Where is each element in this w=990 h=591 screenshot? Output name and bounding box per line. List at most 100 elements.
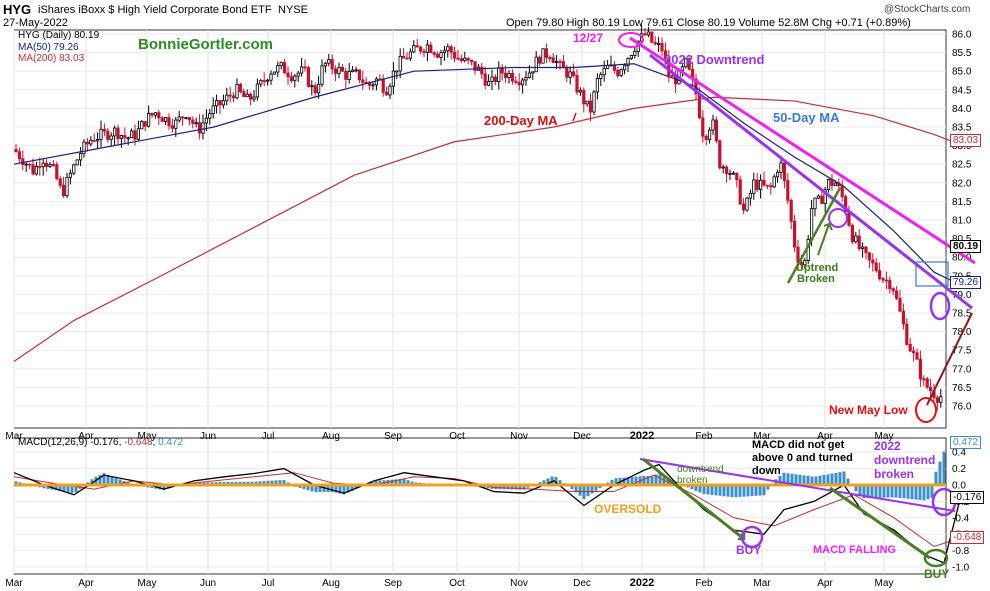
candle-body [701,117,705,137]
candle-body [507,72,511,78]
macd-histogram-bar [166,485,170,489]
annotation-buy-2: BUY [924,567,950,581]
macd-histogram-bar [102,473,106,485]
candle-body [697,93,702,119]
macd-histogram-bar [642,475,646,485]
candle-body [524,77,528,81]
candle-body [82,141,86,154]
x-tick-label-bottom: Mar [5,578,23,589]
price-y-tick-label: 78.5 [952,309,972,320]
candle-body [316,83,321,94]
candle-body [398,55,402,72]
macd-histogram-bar [806,475,810,485]
candle-body [881,278,885,281]
macd-histogram-bar [730,485,734,498]
macd-dt-line1: 2022 [874,439,901,453]
macd-histogram-bar [762,485,766,496]
macd-histogram-bar [790,473,794,485]
candle-body [667,57,671,76]
macd-histogram-bar [846,478,850,485]
macd-legend-v2: -0.648 [124,437,153,448]
candle-body [456,57,460,60]
annotation-broken: Broken [797,273,835,285]
candle-body [170,125,174,129]
x-tick-label-top: Sep [384,431,402,442]
candle-body [174,119,178,129]
candle-body [772,176,776,188]
x-tick-label-bottom: Oct [449,578,465,589]
price-y-tick-label: 80.5 [952,234,972,245]
candle-body [31,164,35,175]
macd-histogram-bar [546,478,550,485]
x-tick-label-bottom: May [875,578,894,589]
price-y-tick-label: 81.5 [952,197,972,208]
candle-body [765,184,770,187]
macd-histogram-bar [826,474,830,485]
macd-histogram-bar [890,485,894,498]
macd-histogram-bar [858,485,862,495]
macd-histogram-bar [558,480,562,485]
candle-body [296,72,300,77]
macd-histogram-bar [786,473,790,485]
x-tick-label-bottom: Apr [78,578,94,589]
macd-histogram-bar [698,485,702,493]
macd-histogram-bar [322,485,326,493]
candle-body [646,31,651,36]
candle-body [895,290,899,299]
candle-body [235,83,239,99]
candle-body [796,246,800,263]
macd-histogram-bar [746,485,750,497]
macd-legend-v3: 0.472 [158,437,184,448]
candle-body [793,220,797,248]
macd-histogram-bar [242,481,246,485]
candle-body [599,74,603,79]
macd-histogram-bar [878,485,882,498]
candle-body [89,139,93,145]
candle-body [85,141,89,145]
macd-histogram-bar [74,485,78,493]
macd-histogram-bar [690,485,694,490]
macd-histogram-bar [58,485,62,492]
price-badge: 80.19 [950,240,982,253]
macd-histogram-bar [62,485,66,492]
price-y-tick-label: 84.0 [952,104,972,115]
macd-histogram-bar [346,485,350,493]
x-tick-label-top: Feb [695,431,713,442]
candle-body [109,135,113,140]
candle-body [857,235,861,249]
macd-histogram-bar [554,477,558,485]
macd-histogram-bar [802,475,806,485]
candle-body [643,33,647,36]
candle-body [595,78,600,93]
candle-body [361,79,365,83]
macd-dt-line2: downtrend [874,453,936,467]
candle-body [718,140,722,169]
candle-body [629,55,634,59]
macd-histogram-bar [398,479,402,485]
candle-body [106,130,110,140]
candle-body [102,128,106,132]
macd-histogram-bar [594,485,598,491]
macd-histogram-bar [578,485,582,496]
candle-body [452,51,457,59]
candle-body [480,66,484,75]
macd-panel [13,451,961,564]
macd-histogram-bar [870,485,874,498]
x-tick-label-bottom: 2022 [630,577,654,589]
macd-histogram-bar [42,485,46,489]
x-tick-label-top: Mar [5,431,23,442]
macd-histogram-bar [518,485,522,490]
candle-body [439,52,443,58]
candle-body [371,84,375,87]
symbol-label: HYG [3,2,32,17]
candle-body [306,67,311,87]
macd-histogram-bar [550,476,554,485]
candle-body [650,31,654,43]
candle-body [534,56,538,73]
candle-body [589,100,593,113]
candle-body [725,166,729,175]
macd-histogram-bar [406,480,410,485]
candle-body [874,262,878,271]
stockcharts-brand: @StockCharts.com [884,4,971,15]
annotation-oversold: OVERSOLD [594,502,662,516]
